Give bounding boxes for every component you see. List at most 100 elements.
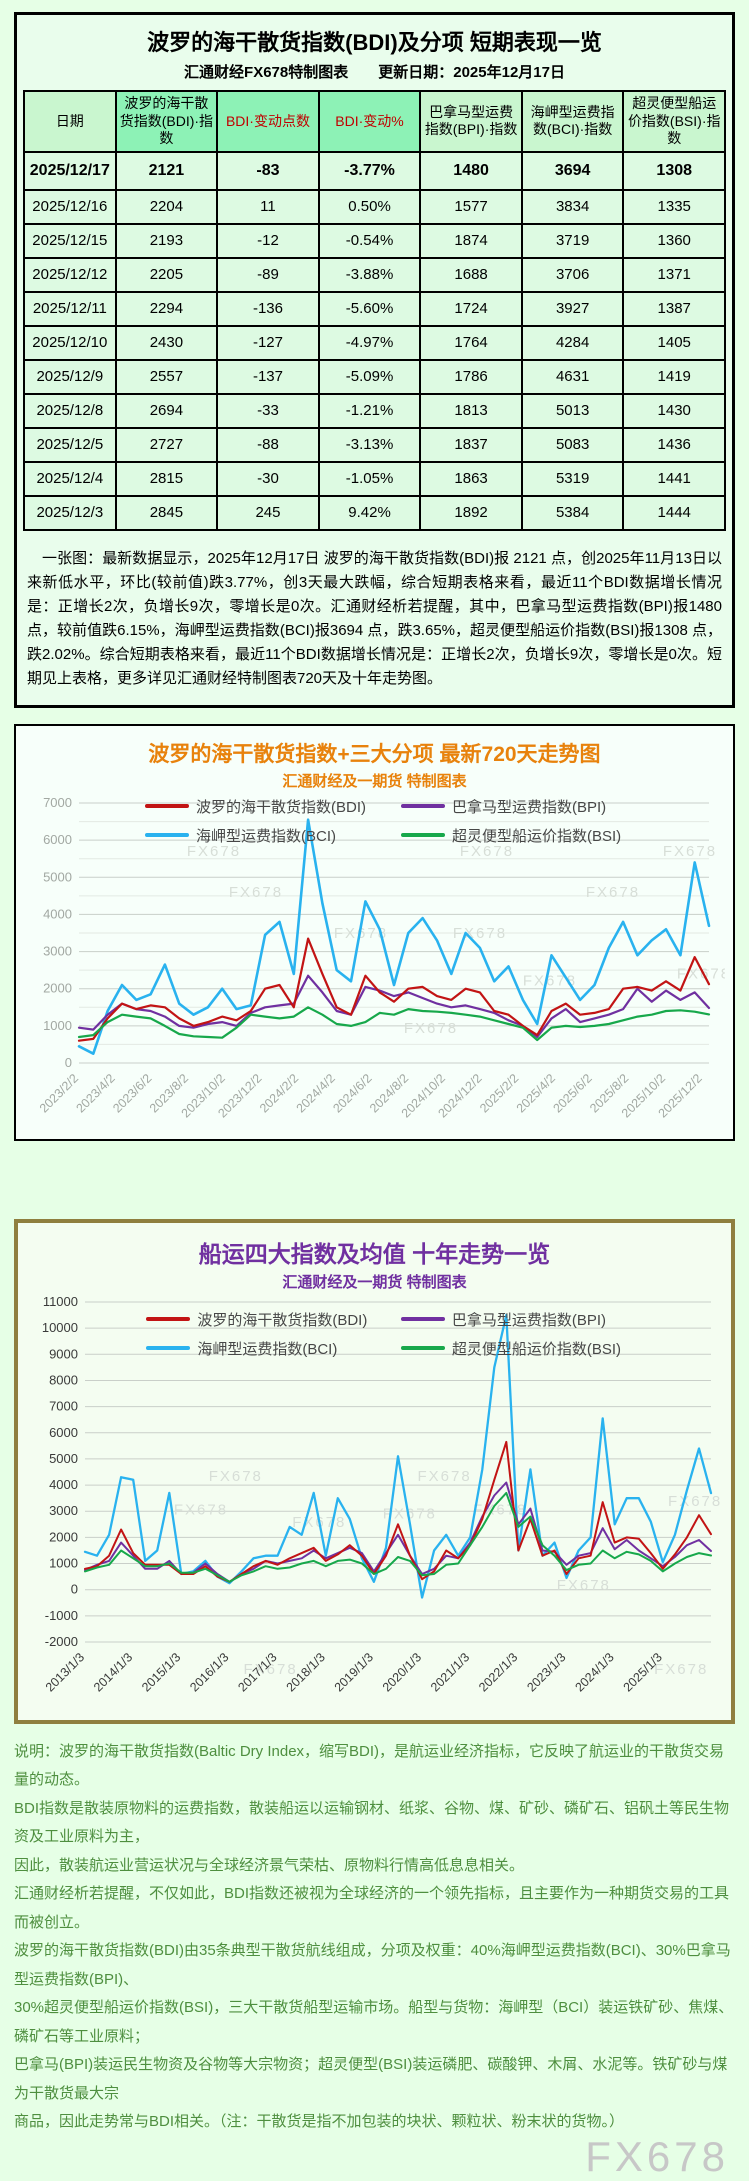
table-row-2025-12-3: 2025/12/3 2845 245 9.42% 1892 5384 1444 bbox=[23, 494, 726, 531]
value-cell: 2815 bbox=[114, 460, 219, 497]
value-cell: 5013 bbox=[520, 392, 625, 429]
table-summary-note: 一张图：最新数据显示，2025年12月17日 波罗的海干散货指数(BDI)报 2… bbox=[27, 549, 722, 687]
y-tick-label: 6000 bbox=[43, 832, 72, 847]
table-subtitle: 汇通财经FX678特制图表 更新日期：2025年12月17日 bbox=[184, 64, 565, 81]
fx678-watermark: FX678 bbox=[668, 1493, 722, 1510]
table-row-2025-12-5: 2025/12/5 2727 -88 -3.13% 1837 5083 1436 bbox=[23, 426, 726, 463]
series-line-3 bbox=[77, 1005, 710, 1041]
value-cell: -1.21% bbox=[317, 392, 422, 429]
bdi-short-term-table: 日期 波罗的海干散货指数(BDI)·指数 BDI·变动点数 BDI·变动% 巴拿马型运费… bbox=[23, 90, 726, 531]
value-cell: 1764 bbox=[419, 324, 523, 361]
legend-label: 海岬型运费指数(BCI) bbox=[197, 1340, 338, 1358]
footer-line-2: 因此，散装航运业营运状况与全球经济景气荣枯、原物料行情高低息息相关。 bbox=[14, 1856, 525, 1874]
x-tick-label: 2023/1/3 bbox=[524, 1650, 568, 1694]
column-header-3: BDI·变动% bbox=[317, 90, 422, 153]
chart-720day-legend: 波罗的海干散货指数(BDI) 巴拿马型运费指数(BPI) 海岬型运费指数(BCI) 超… bbox=[145, 796, 647, 846]
value-cell: 1371 bbox=[622, 256, 726, 293]
footer-line-6: 巴拿马(BPI)装运民生物资及谷物等大宗物资；超灵便型(BSI)装运磷肥、碳酸钾… bbox=[14, 2056, 728, 2102]
table-row-2025-12-9: 2025/12/9 2557 -137 -5.09% 1786 4631 1419 bbox=[23, 358, 726, 395]
x-tick-label: 2025/2/2 bbox=[477, 1071, 521, 1115]
table-title: 波罗的海干散货指数(BDI)及分项 短期表现一览 bbox=[147, 30, 602, 55]
value-cell: 2193 bbox=[114, 222, 219, 259]
series-line-0 bbox=[77, 937, 710, 1042]
value-cell: -1.05% bbox=[317, 460, 422, 497]
legend-swatch bbox=[400, 833, 445, 837]
column-header-4: 巴拿马型运费指数(BPI)·指数 bbox=[419, 90, 523, 153]
table-header-row: 日期 波罗的海干散货指数(BDI)·指数 BDI·变动点数 BDI·变动% 巴拿马型运费… bbox=[23, 90, 726, 153]
date-cell: 2025/12/4 bbox=[23, 460, 117, 497]
column-header-5: 海岬型运费指数(BCI)·指数 bbox=[520, 90, 625, 153]
value-cell: 1360 bbox=[622, 222, 726, 259]
legend-item-1: 巴拿马型运费指数(BPI) bbox=[400, 796, 647, 817]
value-cell: 3927 bbox=[520, 290, 625, 327]
y-tick-label: 1000 bbox=[49, 1555, 78, 1570]
value-cell: -0.54% bbox=[317, 222, 422, 259]
value-cell: -88 bbox=[216, 426, 320, 463]
y-tick-label: 1000 bbox=[43, 1017, 72, 1032]
date-cell: 2025/12/15 bbox=[23, 222, 117, 259]
x-tick-label: 2019/1/3 bbox=[331, 1650, 375, 1694]
value-cell: 1444 bbox=[622, 494, 726, 531]
value-cell: 1387 bbox=[622, 290, 726, 327]
date-cell: 2025/12/8 bbox=[23, 392, 117, 429]
date-cell: 2025/12/16 bbox=[23, 188, 117, 225]
fx678-watermark: FX678 bbox=[556, 1577, 610, 1594]
legend-item-2: 海岬型运费指数(BCI) bbox=[145, 825, 391, 846]
value-cell: 2845 bbox=[114, 494, 219, 531]
y-tick-label: 8000 bbox=[49, 1372, 78, 1387]
x-tick-label: 2025/6/2 bbox=[550, 1071, 594, 1115]
legend-label: 巴拿马型运费指数(BPI) bbox=[451, 1311, 607, 1329]
fx678-watermark: FX678 bbox=[403, 1020, 457, 1037]
fx678-watermark: FX678 bbox=[473, 1501, 527, 1518]
legend-label: 波罗的海干散货指数(BDI) bbox=[196, 798, 367, 816]
date-cell: 2025/12/5 bbox=[23, 426, 117, 463]
value-cell: 9.42% bbox=[317, 494, 422, 531]
fx678-watermark: FX678 bbox=[452, 924, 506, 941]
table-body: 2025/12/17 2121 -83 -3.77% 1480 3694 1308 2025/… bbox=[23, 150, 726, 531]
x-tick-label: 2025/4/2 bbox=[513, 1071, 557, 1115]
fx678-watermark: FX678 bbox=[417, 1467, 471, 1484]
date-cell: 2025/12/3 bbox=[23, 494, 117, 531]
y-tick-label: -1000 bbox=[44, 1607, 77, 1622]
legend-label: 超灵便型船运价指数(BSI) bbox=[451, 827, 622, 845]
value-cell: -33 bbox=[216, 392, 320, 429]
fx678-watermark: FX678 bbox=[585, 884, 639, 901]
fx678-watermark: FX678 bbox=[654, 1661, 708, 1678]
table-row-2025-12-17: 2025/12/17 2121 -83 -3.77% 1480 3694 1308 bbox=[23, 150, 726, 191]
value-cell: 1813 bbox=[419, 392, 523, 429]
y-tick-label: 3000 bbox=[49, 1503, 78, 1518]
explanation-footer: 说明：波罗的海干散货指数(Baltic Dry Index，缩写BDI)，是航运… bbox=[14, 1738, 735, 2181]
value-cell: -30 bbox=[216, 460, 320, 497]
value-cell: 4284 bbox=[520, 324, 625, 361]
value-cell: -3.88% bbox=[317, 256, 422, 293]
x-tick-label: 2023/2/2 bbox=[36, 1071, 80, 1115]
chart-tenyear-legend: 波罗的海干散货指数(BDI) 巴拿马型运费指数(BPI) 海岬型运费指数(BCI) 超… bbox=[146, 1309, 645, 1359]
legend-swatch bbox=[146, 1346, 191, 1350]
x-tick-label: 2024/1/3 bbox=[572, 1650, 616, 1694]
column-header-2: BDI·变动点数 bbox=[216, 90, 320, 153]
value-cell: 5319 bbox=[520, 460, 625, 497]
value-cell: 1786 bbox=[419, 358, 523, 395]
y-tick-label: 7000 bbox=[43, 795, 72, 810]
legend-item-2: 海岬型运费指数(BCI) bbox=[146, 1338, 391, 1359]
y-tick-label: 5000 bbox=[43, 869, 72, 884]
fx678-watermark: FX678 bbox=[662, 843, 716, 860]
y-tick-label: 11000 bbox=[42, 1296, 77, 1309]
chart720-canvas: 0 1000 2000 3000 4000 5000 6000 7000 FX678 FX678 F… bbox=[36, 795, 724, 1120]
legend-label: 巴拿马型运费指数(BPI) bbox=[451, 798, 607, 816]
value-cell: 2557 bbox=[114, 358, 219, 395]
series-line-0 bbox=[83, 1440, 712, 1583]
footer-line-1: BDI指数是散装原物料的运费指数，散装船运以运输钢材、纸浆、谷物、煤、矿砂、磷矿… bbox=[14, 1799, 730, 1846]
series-line-3 bbox=[83, 1491, 712, 1583]
value-cell: 3706 bbox=[520, 256, 625, 293]
value-cell: 1441 bbox=[622, 460, 726, 497]
fx678-watermark: FX678 bbox=[522, 972, 576, 989]
value-cell: 0.50% bbox=[317, 188, 422, 225]
fx678-watermark: FX678 bbox=[173, 1501, 227, 1518]
value-cell: 1436 bbox=[622, 426, 726, 463]
date-cell: 2025/12/10 bbox=[23, 324, 117, 361]
y-tick-label: 3000 bbox=[43, 943, 72, 958]
fx678-watermark: FX678 bbox=[459, 843, 513, 860]
value-cell: -83 bbox=[216, 150, 320, 191]
legend-item-3: 超灵便型船运价指数(BSI) bbox=[400, 1338, 646, 1359]
